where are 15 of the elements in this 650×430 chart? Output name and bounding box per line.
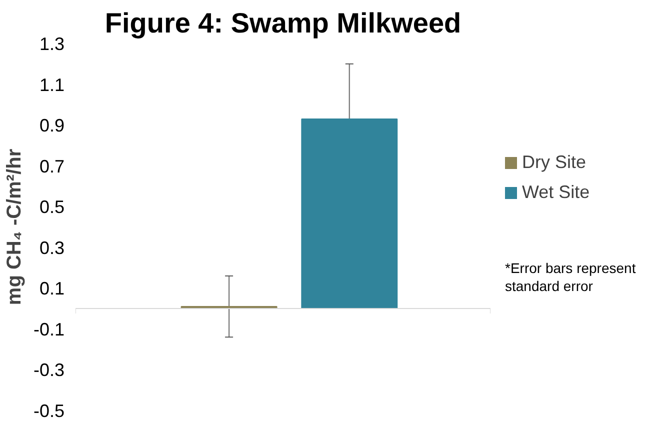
legend-label: Wet Site [521,180,591,204]
y-axis-title: mg CH₄ -C/m²/hr [3,148,26,306]
y-tick-label: 0.5 [39,197,65,218]
y-tick-label: 0.3 [39,238,65,258]
y-tick-label: -0.5 [33,401,65,421]
chart-title: Figure 4: Swamp Milkweed [104,8,462,38]
legend-label: Dry Site [521,151,588,174]
y-tick-label: 0.1 [39,278,65,299]
y-tick-label: 0.9 [39,116,65,136]
text: *Error bars represent standard error [505,260,637,296]
y-tick-label: -0.3 [33,360,65,380]
y-tick-label: 1.3 [39,34,65,54]
y-tick-label: 0.7 [39,156,65,176]
y-tick-label: 1.1 [39,74,65,95]
y-tick-label: -0.1 [33,319,65,340]
